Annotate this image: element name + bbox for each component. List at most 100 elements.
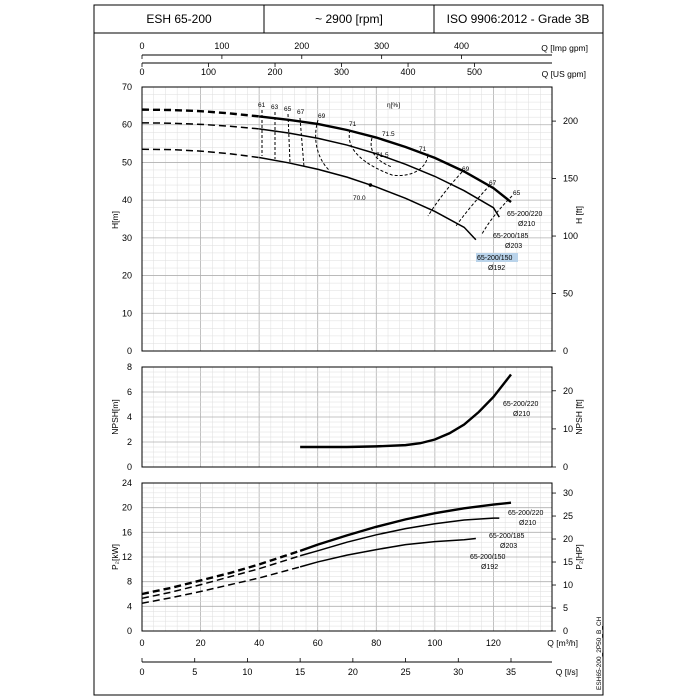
label-p-220-dia: Ø210 [519,520,536,527]
h-panel-grid [142,87,552,351]
curve-dashed-segment [141,148,260,159]
curve-line [259,156,477,241]
eff-label: 65 [513,190,521,197]
tick-label: 4 [127,601,132,611]
tick-label: 70 [122,82,132,92]
eff-label: 69 [462,166,470,173]
tick-label: 400 [454,41,469,51]
footer-code: ESH65-200_2P50_B_CH [596,616,603,690]
tick-label: 20 [563,386,573,396]
label-p-220: 65-200/220 [508,510,544,517]
tick-label: 0 [139,638,144,648]
curve-line [299,501,512,552]
tick-label: 200 [563,116,578,126]
power-panel-frame [141,482,553,632]
p-hp-ticks: 0 5 10 15 20 25 30 [552,488,573,636]
tick-label: 20 [563,534,573,544]
efficiency-marker [368,183,373,187]
h-m-ticks: 0 10 20 30 40 50 60 70 [122,82,132,356]
curve-line [259,128,500,218]
tick-label: 0 [139,667,144,677]
h-m-axis-label: H[m] [110,211,120,229]
label-p-185-dia: Ø203 [500,543,517,550]
tick-label: 0 [127,346,132,356]
tick-label: 150 [563,174,578,184]
label-h-150-dia: Ø192 [488,265,505,272]
tick-label: 200 [294,41,309,51]
p-kw-ticks: 0 4 8 12 16 20 24 [122,478,132,636]
tick-label: 2 [127,437,132,447]
tick-label: 80 [371,638,381,648]
npsh-ft-axis-label: NPSH [ft] [574,399,584,434]
label-npsh-220-dia: Ø210 [513,411,530,418]
tick-label: 35 [506,667,516,677]
npsh-series-labels: 65-200/220 Ø210 [503,401,539,418]
curve-line [299,517,500,557]
tick-label: 20 [122,271,132,281]
tick-label: 25 [401,667,411,677]
tick-label: 0 [563,462,568,472]
npsh-m-axis-label: NPSH[m] [110,399,120,434]
label-h-185-dia: Ø203 [505,243,522,250]
npsh-panel-grid [142,367,552,467]
q-imp-ticks: 0 100 200 300 400 [139,41,469,59]
tick-label: 100 [427,638,442,648]
tick-label: 25 [563,511,573,521]
tick-label: 40 [254,638,264,648]
eff-line-65 [287,113,291,164]
q-us-axis-label: Q [US gpm] [542,69,586,79]
label-p-185: 65-200/185 [489,533,525,540]
tick-label: 16 [122,527,132,537]
curve-dashed-segment [141,108,260,118]
label-h-220: 65-200/220 [507,211,543,218]
tick-label: 4 [127,412,132,422]
tick-label: 10 [242,667,252,677]
tick-label: 100 [201,67,216,77]
eff-line-67 [299,117,305,168]
q-ls-ticks: 0 5 10 15 20 25 30 35 [139,658,516,677]
tick-label: 24 [122,478,132,488]
eff-label: 70.0 [353,195,366,202]
tick-label: 400 [401,67,416,77]
q-m3h-ticks: 0 20 40 60 80 100 120 [139,638,500,648]
header-model: ESH 65-200 [146,12,212,26]
highlight-box [476,253,518,262]
eff-label: 65 [284,106,292,113]
label-h-220-dia: Ø210 [518,221,535,228]
eff-label: 69 [318,113,326,120]
tick-label: 0 [139,67,144,77]
tick-label: 10 [122,308,132,318]
npsh-ft-ticks: 0 10 20 [552,386,573,472]
sheet-frame [93,4,604,696]
p-hp-axis-label: P₂[HP] [574,544,584,570]
eff-label: 71.5 [382,131,395,138]
tick-label: 50 [122,157,132,167]
npsh-panel-frame [141,366,553,468]
tick-label: 30 [563,488,573,498]
tick-label: 8 [127,577,132,587]
curve-dashed-segment [141,122,260,130]
tick-label: 15 [563,557,573,567]
eff-line-715 [370,137,393,168]
eff-label: 71 [419,146,427,153]
curve-dashed-segment [141,566,301,604]
tick-label: 500 [467,67,482,77]
h-ft-ticks: 0 50 100 150 200 [552,116,578,356]
efficiency-labels: 61 63 65 67 69 71 71.5 71.5 71 69 67 65 … [258,102,521,202]
eff-line-69-right [427,171,463,217]
q-us-ticks: 0 100 200 300 400 500 [139,63,482,77]
tick-label: 12 [122,552,132,562]
label-p-150-dia: Ø192 [481,564,498,571]
tick-label: 8 [127,362,132,372]
tick-label: 60 [122,120,132,130]
curve-line [300,373,512,449]
tick-label: 15 [295,667,305,677]
eff-label: 63 [271,104,279,111]
q-m3h-axis-label: Q [m³/h] [547,638,578,648]
h-panel-frame [141,86,553,352]
label-p-150: 65-200/150 [470,554,506,561]
tick-label: 20 [196,638,206,648]
header-speed: ~ 2900 [rpm] [315,12,383,26]
eff-line-69 [315,119,331,172]
